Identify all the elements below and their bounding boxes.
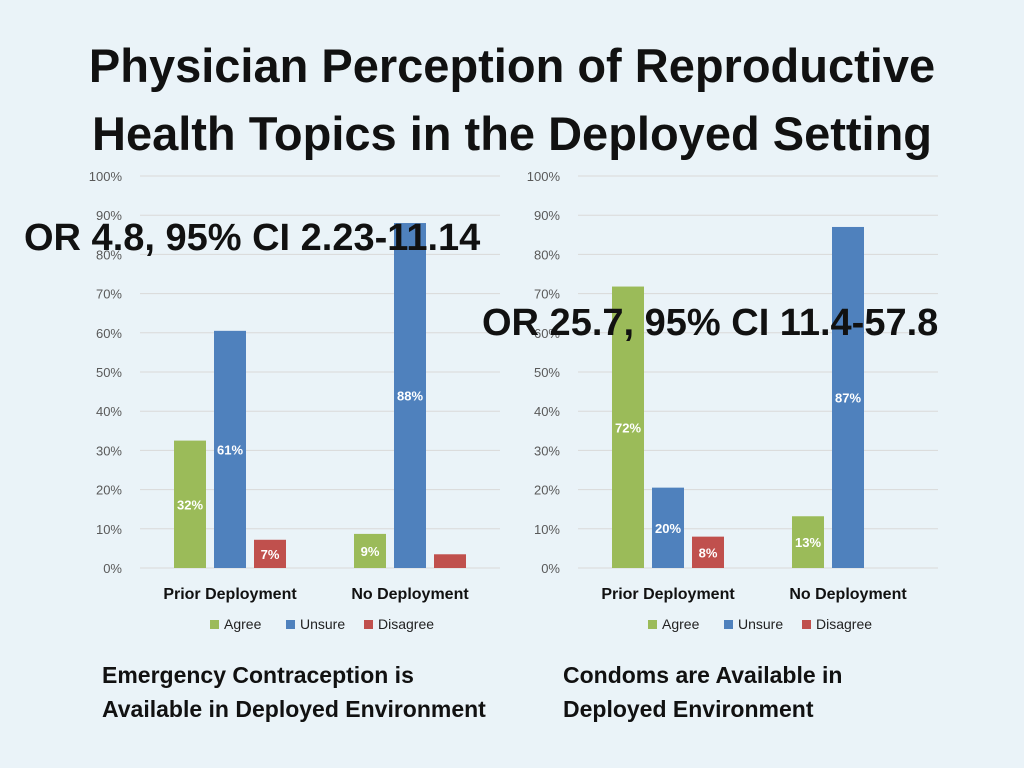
right-data-label: 72% xyxy=(615,420,641,435)
left-data-label: 7% xyxy=(261,547,280,562)
left-ytick: 60% xyxy=(96,326,122,341)
right-legend-swatch-agree xyxy=(648,620,657,629)
right-data-label: 8% xyxy=(699,545,718,560)
chart-emergency-contraception: 0% 10% 20% 30% 40% 50% 60% 70% 80% 90% 100% 32% 61% 7… xyxy=(89,169,500,632)
right-ytick: 30% xyxy=(534,443,560,458)
right-data-label: 87% xyxy=(835,390,861,405)
right-legend-label: Agree xyxy=(662,616,700,632)
caption-left: Emergency Contraception is Available in … xyxy=(102,658,542,726)
left-data-label: 61% xyxy=(217,442,243,457)
left-category-label: Prior Deployment xyxy=(163,586,297,603)
caption-left-line-1: Emergency Contraception is xyxy=(102,662,414,688)
left-bar-unsure xyxy=(214,330,246,568)
left-ytick: 80% xyxy=(96,247,122,262)
title-line-1: Physician Perception of Reproductive xyxy=(88,39,936,92)
page-title: Physician Perception of Reproductive Hea… xyxy=(0,32,1024,168)
right-data-label: 13% xyxy=(795,535,821,550)
left-bar-agree xyxy=(354,533,386,568)
left-ytick: 30% xyxy=(96,443,122,458)
left-ytick: 20% xyxy=(96,483,122,498)
right-ytick: 40% xyxy=(534,404,560,419)
left-legend-label: Unsure xyxy=(300,616,345,632)
left-bar-disagree xyxy=(434,554,466,568)
right-ytick: 20% xyxy=(534,483,560,498)
left-ytick: 100% xyxy=(89,169,123,184)
left-ytick: 90% xyxy=(96,208,122,223)
right-ytick: 10% xyxy=(534,522,560,537)
right-bar-unsure xyxy=(652,487,684,568)
left-data-label: 9% xyxy=(361,544,380,559)
right-ytick: 70% xyxy=(534,287,560,302)
right-category-label: Prior Deployment xyxy=(601,586,735,603)
left-legend-label: Agree xyxy=(224,616,262,632)
caption-right-line-1: Condoms are Available in xyxy=(563,662,843,688)
left-data-label: 32% xyxy=(177,497,203,512)
right-bar-unsure xyxy=(832,226,864,568)
left-ytick: 50% xyxy=(96,365,122,380)
right-category-label: No Deployment xyxy=(789,586,907,603)
right-legend-label: Disagree xyxy=(816,616,872,632)
left-bar-disagree xyxy=(254,539,286,568)
left-ytick: 70% xyxy=(96,287,122,302)
odds-ratio-right: OR 25.7, 95% CI 11.4-57.8 xyxy=(482,302,939,344)
right-ytick: 100% xyxy=(527,169,561,184)
left-ytick: 0% xyxy=(103,561,122,576)
left-legend-swatch-agree xyxy=(210,620,219,629)
right-legend-label: Unsure xyxy=(738,616,783,632)
left-category-label: No Deployment xyxy=(351,586,469,603)
right-ytick: 0% xyxy=(541,561,560,576)
right-bar-agree xyxy=(612,286,644,568)
right-bar-agree xyxy=(792,516,824,568)
caption-right: Condoms are Available in Deployed Enviro… xyxy=(563,658,1003,726)
left-ytick: 40% xyxy=(96,404,122,419)
right-bar-disagree xyxy=(692,536,724,568)
left-bar-unsure xyxy=(394,223,426,568)
right-legend-swatch-unsure xyxy=(724,620,733,629)
right-ytick: 90% xyxy=(534,208,560,223)
caption-left-line-2: Available in Deployed Environment xyxy=(102,696,486,722)
right-ytick: 60% xyxy=(534,326,560,341)
chart-condoms: 0% 10% 20% 30% 40% 50% 60% 70% 80% 90% 100% 72% 20% 8… xyxy=(527,169,938,632)
left-legend-swatch-disagree xyxy=(364,620,373,629)
right-legend-swatch-disagree xyxy=(802,620,811,629)
odds-ratio-left: OR 4.8, 95% CI 2.23-11.14 xyxy=(24,217,481,259)
left-ytick: 10% xyxy=(96,522,122,537)
right-data-label: 20% xyxy=(655,521,681,536)
caption-right-line-2: Deployed Environment xyxy=(563,696,814,722)
right-ytick: 80% xyxy=(534,247,560,262)
left-data-label: 88% xyxy=(397,389,423,404)
left-legend-swatch-unsure xyxy=(286,620,295,629)
right-ytick: 50% xyxy=(534,365,560,380)
title-line-2: Health Topics in the Deployed Setting xyxy=(92,107,932,160)
left-bar-agree xyxy=(174,440,206,568)
left-legend-label: Disagree xyxy=(378,616,434,632)
